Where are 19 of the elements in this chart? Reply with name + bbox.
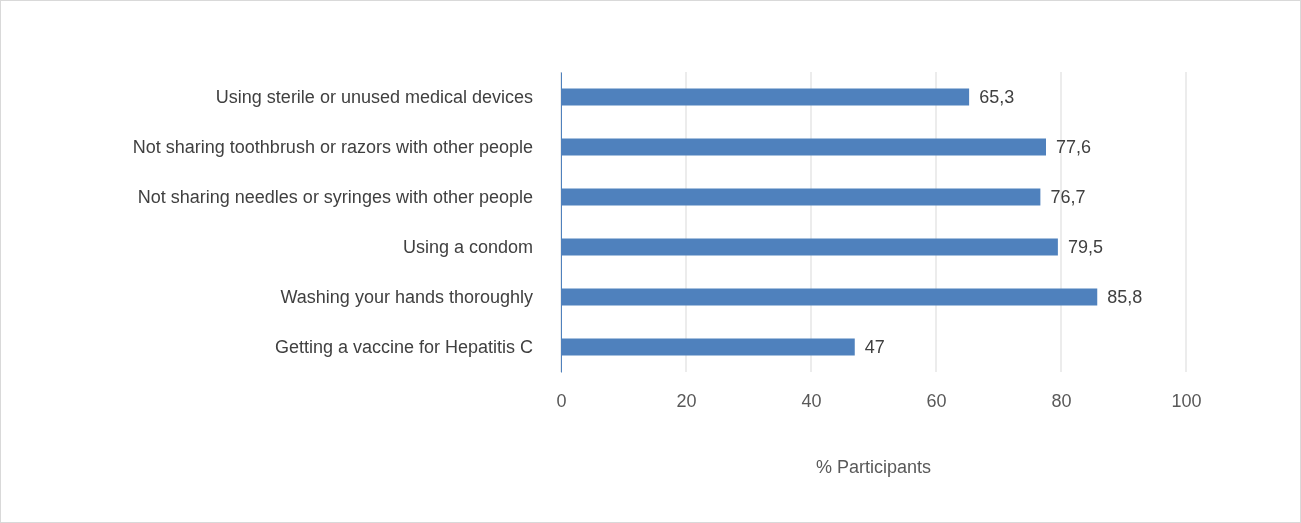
data-label: 47 <box>864 337 885 358</box>
y-tick-label: Using sterile or unused medical devices <box>215 86 533 107</box>
data-label: 65,3 <box>979 87 1015 108</box>
y-tick-label: Not sharing toothbrush or razors with other people <box>132 136 533 157</box>
x-tick-label: 40 <box>801 390 822 411</box>
y-tick-label: Using a condom <box>402 236 533 257</box>
data-label: 76,7 <box>1050 187 1086 208</box>
data-label: 79,5 <box>1067 237 1103 258</box>
x-tick-label: 0 <box>556 390 567 411</box>
y-tick-label: Washing your hands thoroughly <box>280 286 533 307</box>
y-tick-label: Not sharing needles or syringes with other people <box>137 186 533 207</box>
x-axis-title: % Participants <box>815 457 932 477</box>
x-tick-label: 20 <box>676 390 697 411</box>
data-label: 85,8 <box>1107 287 1143 308</box>
x-tick-label: 100 <box>1171 390 1202 411</box>
y-tick-label: Getting a vaccine for Hepatitis C <box>274 336 533 357</box>
x-tick-label: 80 <box>1051 390 1072 411</box>
data-label: 77,6 <box>1056 137 1092 158</box>
x-tick-label: 60 <box>926 390 947 411</box>
